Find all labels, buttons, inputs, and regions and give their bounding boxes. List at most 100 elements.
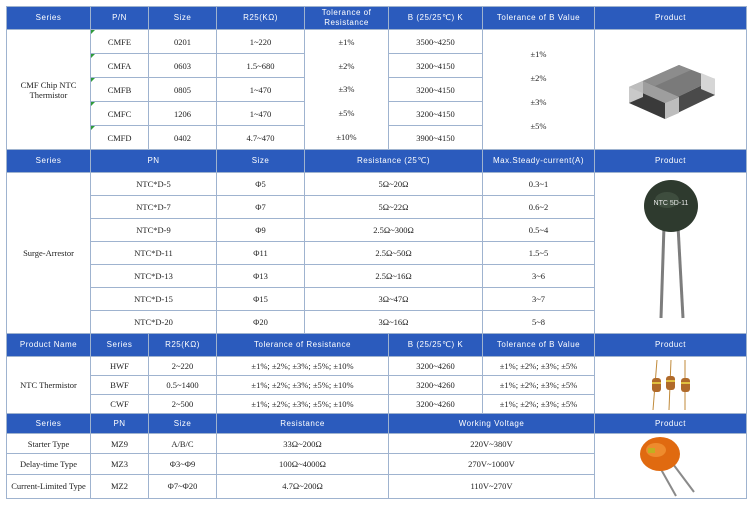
s1-tol-r-3: ±3% <box>338 84 355 95</box>
s3-hdr-tol-b: Tolerance of B Value <box>482 333 595 357</box>
s2-size: Φ11 <box>216 241 305 265</box>
s4-hdr-size: Size <box>148 413 217 434</box>
s1-b: 3200~4150 <box>388 53 483 78</box>
s3-row-2: BWF 0.5~1400 ±1%; ±2%; ±3%; ±5%; ±10% 32… <box>7 375 747 395</box>
s2-res: 3Ω~16Ω <box>304 310 483 334</box>
s1-pn: CMFE <box>90 29 149 54</box>
spec-sheet: Series P/N Size R25(KΩ) Tolerance of Res… <box>6 6 747 514</box>
s1-hdr-tol-b: Tolerance of B Value <box>482 6 595 30</box>
s1-row-5: CMFD 0402 4.7~470 3900~4150 <box>7 125 747 150</box>
s3-product-cell <box>594 356 747 414</box>
s2-size: Φ9 <box>216 218 305 242</box>
s3-r25: 2~220 <box>148 356 217 376</box>
s1-size: 0201 <box>148 29 217 54</box>
s4-res: 100Ω~4000Ω <box>216 453 389 475</box>
s4-hdr-series: Series <box>6 413 91 434</box>
s1-b: 3900~4150 <box>388 125 483 150</box>
s4-volt: 270V~1000V <box>388 453 595 475</box>
s2-row-3: NTC*D-9 Φ9 2.5Ω~300Ω 0.5~4 <box>7 218 747 242</box>
s1-b: 3200~4150 <box>388 77 483 102</box>
disc-thermistor-image: NTC 5D-11 <box>643 180 698 319</box>
s3-hdr-r25: R25(KΩ) <box>148 333 217 357</box>
s3-tolb: ±1%; ±2%; ±3%; ±5% <box>482 375 595 395</box>
s1-size: 1206 <box>148 101 217 126</box>
s3-hdr-name: Product Name <box>6 333 91 357</box>
s1-size: 0805 <box>148 77 217 102</box>
s1-tol-b-1: ±1% <box>530 48 547 59</box>
s3-series: BWF <box>90 375 149 395</box>
s1-pn: CMFC <box>90 101 149 126</box>
s2-res: 2.5Ω~16Ω <box>304 264 483 288</box>
s2-cur: 1.5~5 <box>482 241 595 265</box>
s2-hdr-series: Series <box>6 149 91 173</box>
s1-pn: CMFA <box>90 53 149 78</box>
s4-size: A/B/C <box>148 432 217 455</box>
s1-tol-b-3: ±3% <box>530 96 547 107</box>
s1-size: 0402 <box>148 125 217 150</box>
s1-r25: 1.5~680 <box>216 53 305 78</box>
s2-pn: NTC*D-15 <box>90 287 217 311</box>
s2-cur: 0.6~2 <box>482 195 595 219</box>
s2-res: 2.5Ω~50Ω <box>304 241 483 265</box>
s1-tol-b-2: ±2% <box>530 72 547 83</box>
s3-name: NTC Thermistor <box>6 356 91 414</box>
s2-pn: NTC*D-20 <box>90 310 217 334</box>
s3-hdr-product: Product <box>594 333 747 357</box>
s4-hdr-pn: PN <box>90 413 149 434</box>
s1-hdr-b: B (25/25℃) K <box>388 6 483 30</box>
s3-r25: 2~500 <box>148 394 217 414</box>
s2-hdr-current: Max.Steady-current(A) <box>482 149 595 173</box>
s3-tol: ±1%; ±2%; ±3%; ±5%; ±10% <box>216 394 389 414</box>
s4-hdr-resistance: Resistance <box>216 413 389 434</box>
s1-pn: CMFD <box>90 125 149 150</box>
s2-cur: 3~7 <box>482 287 595 311</box>
s3-tol: ±1%; ±2%; ±3%; ±5%; ±10% <box>216 375 389 395</box>
s1-tol-r-5: ±10% <box>336 131 357 142</box>
s2-pn: NTC*D-9 <box>90 218 217 242</box>
s1-b: 3500~4250 <box>388 29 483 54</box>
s4-size: Φ7~Φ20 <box>148 473 217 500</box>
s2-header-row: Series PN Size Resistance (25℃) Max.Stea… <box>6 149 747 173</box>
s2-pn: NTC*D-13 <box>90 264 217 288</box>
s1-tol-r-4: ±5% <box>338 108 355 119</box>
s3-b: 3200~4260 <box>388 375 483 395</box>
s1-row-1: CMF Chip NTC Thermistor CMFE 0201 1~220 … <box>6 29 747 150</box>
s1-r25: 1~220 <box>216 29 305 54</box>
s1-hdr-product: Product <box>594 6 747 30</box>
s1-pn: CMFB <box>90 77 149 102</box>
s3-series: CWF <box>90 394 149 414</box>
s2-cur: 3~6 <box>482 264 595 288</box>
s4-series: Current-Limited Type <box>6 473 91 500</box>
s1-row-2: CMFA 0603 1.5~680 3200~4150 <box>7 53 747 78</box>
s1-row-4: CMFC 1206 1~470 3200~4150 <box>7 101 747 126</box>
s4-series: Delay-time Type <box>6 453 91 475</box>
s3-header-row: Product Name Series R25(KΩ) Tolerance of… <box>6 333 747 357</box>
s4-pn: MZ3 <box>90 453 149 475</box>
s2-size: Φ15 <box>216 287 305 311</box>
s2-row-4: NTC*D-11 Φ11 2.5Ω~50Ω 1.5~5 <box>7 241 747 265</box>
s1-hdr-size: Size <box>148 6 217 30</box>
spec-table: Series P/N Size R25(KΩ) Tolerance of Res… <box>6 6 747 500</box>
s2-series: Surge-Arrestor <box>6 172 91 334</box>
s3-row-3: CWF 2~500 ±1%; ±2%; ±3%; ±5%; ±10% 3200~… <box>7 394 747 414</box>
s4-size: Φ3~Φ9 <box>148 453 217 475</box>
s1-series: CMF Chip NTC Thermistor <box>6 29 91 150</box>
s1-hdr-tol-r: Tolerance of Resistance <box>304 6 389 30</box>
s4-volt: 220V~380V <box>388 432 595 455</box>
s3-series: HWF <box>90 356 149 376</box>
s3-hdr-series: Series <box>90 333 149 357</box>
s2-pn: NTC*D-7 <box>90 195 217 219</box>
s2-product-cell: NTC 5D-11 <box>594 172 747 334</box>
s2-res: 2.5Ω~300Ω <box>304 218 483 242</box>
s2-hdr-size: Size <box>216 149 305 173</box>
s3-b: 3200~4260 <box>388 356 483 376</box>
s2-pn: NTC*D-5 <box>90 172 217 196</box>
s3-row-1: NTC Thermistor HWF 2~220 ±1%; ±2%; ±3%; … <box>6 356 747 414</box>
s2-cur: 0.5~4 <box>482 218 595 242</box>
s1-hdr-series: Series <box>6 6 91 30</box>
s1-r25: 4.7~470 <box>216 125 305 150</box>
s2-row-1: Surge-Arrestor NTC*D-5 Φ5 5Ω~20Ω 0.3~1 N… <box>6 172 747 334</box>
s3-b: 3200~4260 <box>388 394 483 414</box>
ptc-thermistor-image <box>639 437 695 497</box>
s4-product-cell <box>594 433 747 499</box>
